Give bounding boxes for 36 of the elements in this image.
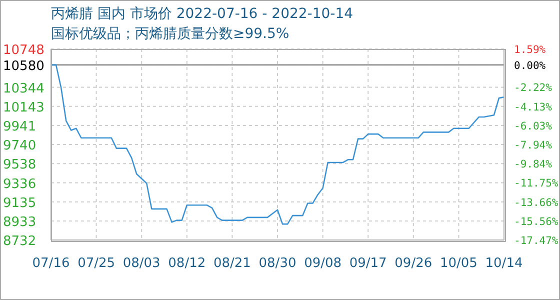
- y2-tick-label: -15.56%: [514, 216, 559, 228]
- x-tick-label: 10/05: [440, 256, 478, 272]
- y2-tick-label: -13.66%: [514, 196, 559, 209]
- y2-tick-label: -11.75%: [514, 178, 559, 190]
- y-tick-label: 9135: [3, 196, 36, 211]
- y-tick-label: 9740: [3, 138, 36, 154]
- y2-tick-label: -2.22%: [514, 82, 553, 94]
- y-tick-label: 10344: [3, 81, 44, 96]
- x-tick-label: 09/26: [394, 256, 432, 272]
- y-tick-label: 8933: [3, 214, 36, 230]
- x-tick-label: 10/14: [485, 256, 523, 272]
- x-tick-label: 08/12: [168, 256, 206, 272]
- y2-tick-label: 0.00%: [514, 60, 546, 72]
- y2-tick-label: -7.94%: [514, 140, 553, 152]
- y-tick-label: 10143: [3, 100, 44, 116]
- y-tick-label: 9336: [3, 176, 36, 192]
- x-tick-label: 08/30: [258, 256, 296, 272]
- y2-tick-label: -6.03%: [514, 120, 553, 132]
- y2-tick-label: -9.84%: [514, 158, 553, 171]
- x-tick-label: 09/17: [349, 256, 387, 272]
- line-series: [51, 64, 504, 225]
- y-tick-label: 9538: [3, 158, 36, 173]
- y2-tick-label: -17.47%: [514, 235, 559, 247]
- y-tick-label: 10580: [3, 58, 44, 74]
- y-tick-label: 8732: [3, 234, 36, 249]
- x-tick-label: 08/03: [122, 256, 160, 272]
- y-tick-label: 9941: [3, 119, 36, 134]
- x-tick-label: 07/25: [78, 256, 116, 272]
- chart-title: 丙烯腈 国内 市场价 2022-07-16 - 2022-10-14: [51, 5, 354, 23]
- x-tick-label: 09/08: [304, 256, 342, 272]
- y-tick-label: 10748: [3, 43, 44, 58]
- x-tick-label: 07/16: [32, 256, 70, 272]
- x-tick-label: 08/21: [213, 256, 251, 272]
- y2-tick-label: -4.13%: [514, 101, 553, 114]
- chart-subtitle: 国标优级品；丙烯腈质量分数≥99.5%: [51, 25, 290, 43]
- y2-tick-label: 1.59%: [514, 44, 546, 56]
